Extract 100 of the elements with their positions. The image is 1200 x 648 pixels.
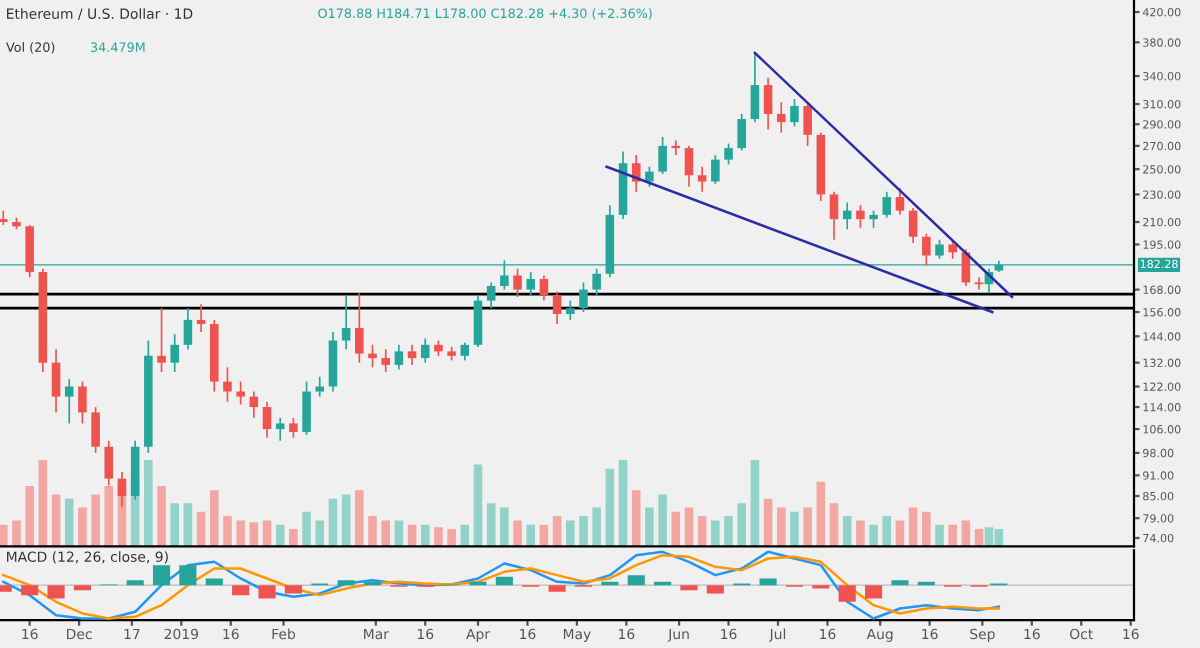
candlestick xyxy=(341,294,351,351)
candlestick xyxy=(829,190,839,241)
candlestick xyxy=(64,378,74,425)
candlestick xyxy=(196,303,206,333)
bar xyxy=(209,490,219,547)
bar xyxy=(337,580,355,586)
bar xyxy=(592,507,601,547)
candlestick xyxy=(513,267,522,298)
bar xyxy=(776,507,786,547)
bar xyxy=(882,516,892,547)
bar xyxy=(152,565,171,586)
candlestick xyxy=(922,232,931,267)
bar xyxy=(737,503,746,547)
candlestick xyxy=(579,281,588,313)
candlestick xyxy=(856,204,865,229)
bar xyxy=(262,520,272,547)
candlestick xyxy=(645,165,654,188)
bar xyxy=(552,516,562,547)
candlestick xyxy=(289,417,298,439)
candlestick xyxy=(51,348,61,414)
candlestick xyxy=(275,417,285,442)
candlestick xyxy=(25,224,34,279)
bar xyxy=(711,520,720,547)
bar xyxy=(223,516,232,547)
candlestick xyxy=(394,343,404,371)
bar xyxy=(328,498,338,547)
candlestick xyxy=(223,366,232,403)
candlestick xyxy=(763,76,773,131)
bar xyxy=(434,527,443,547)
bar xyxy=(842,516,852,547)
bar xyxy=(51,494,61,547)
bar xyxy=(627,575,645,586)
bar xyxy=(680,585,698,591)
bar xyxy=(473,464,483,547)
bar xyxy=(126,580,144,586)
candlestick xyxy=(262,400,272,439)
candlestick xyxy=(486,281,496,310)
candlestick xyxy=(882,190,892,219)
candlestick xyxy=(0,209,8,226)
bar xyxy=(486,503,496,547)
candlestick xyxy=(711,154,720,185)
bar xyxy=(500,507,509,547)
bar xyxy=(829,503,839,547)
candlestick xyxy=(170,333,179,373)
bar xyxy=(763,498,773,547)
candlestick xyxy=(539,274,549,302)
candlestick xyxy=(908,207,918,244)
bar xyxy=(961,520,971,547)
bar xyxy=(869,524,878,547)
candlestick xyxy=(737,113,746,152)
bar xyxy=(394,520,404,547)
bar xyxy=(315,520,325,547)
bar xyxy=(891,580,909,586)
bar xyxy=(856,520,865,547)
candlestick xyxy=(236,380,245,406)
candlestick xyxy=(526,271,536,296)
candlestick xyxy=(473,294,483,348)
bar xyxy=(671,511,681,547)
bar xyxy=(420,524,430,547)
bar xyxy=(170,503,179,547)
bar xyxy=(0,524,8,547)
candlestick xyxy=(895,187,905,216)
candlestick xyxy=(974,276,984,291)
bar xyxy=(790,511,799,547)
bar xyxy=(368,516,377,547)
bar xyxy=(935,524,944,547)
bar xyxy=(73,585,91,591)
bar xyxy=(205,578,223,586)
candlestick xyxy=(407,343,417,366)
candlestick xyxy=(671,139,681,156)
candlestick xyxy=(78,380,87,425)
bar xyxy=(183,503,193,547)
candlestick xyxy=(381,348,390,373)
bar xyxy=(144,460,153,547)
candlestick xyxy=(328,331,338,393)
bar xyxy=(21,585,39,596)
bar xyxy=(750,460,760,547)
bar xyxy=(289,529,298,547)
bar xyxy=(618,460,628,547)
bar xyxy=(38,460,48,547)
bar xyxy=(566,520,575,547)
bar xyxy=(684,507,694,547)
bar xyxy=(922,511,931,547)
bar xyxy=(64,498,74,547)
bar xyxy=(179,565,197,586)
bar xyxy=(236,520,245,547)
candlestick xyxy=(157,307,166,373)
bar xyxy=(865,585,883,599)
bar xyxy=(495,576,513,586)
candlestick xyxy=(697,165,707,193)
candlestick xyxy=(302,380,311,436)
bar xyxy=(697,516,707,547)
bar xyxy=(658,494,667,547)
candlestick xyxy=(750,52,760,123)
bar xyxy=(948,524,957,547)
candlestick xyxy=(355,292,364,364)
candlestick xyxy=(803,101,812,147)
candlestick xyxy=(724,142,733,166)
candlestick xyxy=(566,299,575,321)
bar xyxy=(284,585,302,594)
